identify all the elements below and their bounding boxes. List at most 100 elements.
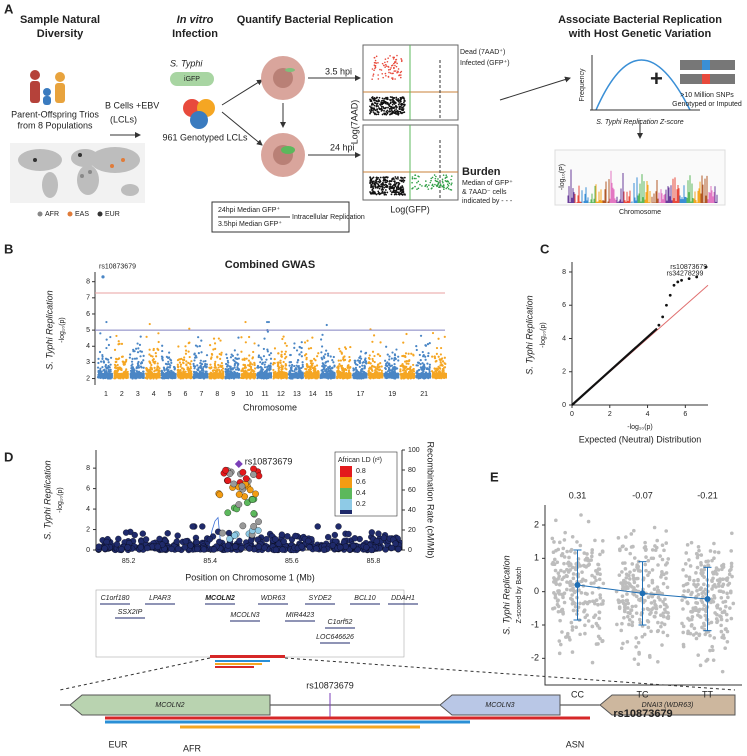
label: Parent-Offspring Trios [11,109,99,119]
flow-dot [395,178,397,180]
gwas-point [158,341,160,343]
flow-dot [402,179,404,181]
qq-point [673,284,676,287]
assoc-point [281,539,287,545]
gwas-point [214,364,216,366]
gwas-point [270,352,272,354]
gwas-point [131,358,133,360]
gwas-point [311,337,313,339]
assoc-point [321,547,327,553]
sample-point [637,651,641,655]
sample-point [696,553,700,557]
gwas-point [297,366,299,368]
label: 17 [357,391,365,398]
sample-point [654,611,658,615]
sample-point [728,606,732,610]
gwas-point [204,360,206,362]
sample-point [664,529,668,533]
sample-point [568,568,572,572]
assoc-point [248,537,254,543]
gwas-point [324,362,326,364]
label: Associate Bacterial Replication [558,14,722,26]
gwas-point [429,364,431,366]
sample-point [648,654,652,658]
flow-dot [397,110,399,112]
gwas-point [204,371,206,373]
gwas-point [107,359,109,361]
label: C1orf180 [101,595,130,602]
sample-point [712,658,716,662]
flow-dot [390,101,392,103]
label: Recombination Rate (cM/Mb) [426,441,436,558]
gwas-point [178,370,180,372]
gwas-point [419,354,421,356]
sample-point [653,587,657,591]
sample-point [660,643,664,647]
gwas-point [358,357,360,359]
flow-dot [397,178,399,180]
gwas-point [402,369,404,371]
gwas-point [110,369,112,371]
flow-dot [377,103,379,105]
flow-dot [378,192,380,194]
sample-point [656,563,660,567]
label: MCOLN2 [205,595,235,602]
assoc-point [305,538,311,544]
sample-point [626,615,630,619]
assoc-point [119,546,125,552]
gwas-point [158,370,160,372]
gwas-point [108,344,110,346]
assoc-point [350,543,356,549]
flow-dot [391,111,393,113]
flow-dot [389,183,391,185]
sample-point [597,610,601,614]
sample-point [682,589,686,593]
gwas-point [101,371,103,373]
sample-point [565,550,569,554]
gwas-point [110,357,112,359]
assoc-point [315,523,321,529]
sample-point [583,632,587,636]
gwas-point [399,368,401,370]
gwas-point [101,354,103,356]
sample-point [570,593,574,597]
sample-point [665,616,669,620]
pop-range-mini [215,663,262,665]
gwas-point [199,370,201,372]
gwas-point [121,343,123,345]
gwas-point [435,360,437,362]
flow-dot [373,190,375,192]
sample-point [617,536,621,540]
gwas-point [373,334,375,336]
label: EUR [108,739,128,749]
gwas-point [140,365,142,367]
assoc-point [381,535,387,541]
flow-dot [390,67,392,69]
sample-point [629,608,633,612]
gwas-point [406,360,408,362]
assoc-point [363,544,369,550]
gwas-base [384,373,399,379]
flow-dot [434,174,436,176]
flow-dot [447,186,449,188]
label: 40 [408,507,416,514]
gwas-point [437,338,439,340]
sample-point [655,607,659,611]
sample-point [688,578,692,582]
sample-point [730,617,734,621]
gwas-point [290,361,292,363]
gwas-point [200,340,202,342]
sample-point [572,577,576,581]
gwas-point [227,364,229,366]
flow-dot [370,184,372,186]
gwas-point [173,366,175,368]
sample-point [694,571,698,575]
flow-dot [442,182,444,184]
gwas-point [234,357,236,359]
gwas-point [136,342,138,344]
sample-point [575,540,579,544]
sample-point [725,619,729,623]
sample-point [697,610,701,614]
sample-point [630,562,634,566]
gwas-point [272,363,274,365]
